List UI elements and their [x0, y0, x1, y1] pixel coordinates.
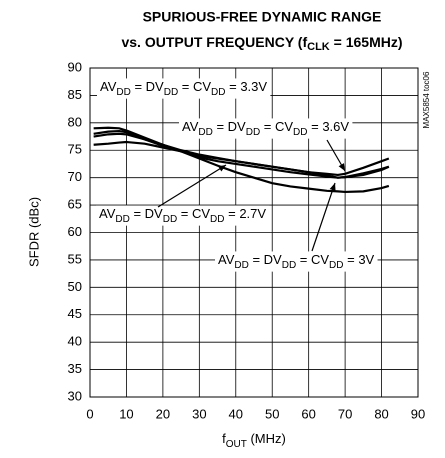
arrow-head — [218, 165, 226, 172]
annotation-sub: DD — [163, 214, 177, 225]
label-part: (MHz) — [247, 431, 286, 446]
y-tick-label: 50 — [68, 279, 82, 294]
annotation-text: AVDD = DVDD = CVDD = 3.3V — [100, 79, 267, 97]
y-tick-label: 90 — [68, 59, 82, 74]
annotation: AVDD = DVDD = CVDD = 3.6V — [179, 118, 353, 139]
annotation-bg — [179, 118, 353, 139]
x-tick-label: 60 — [301, 406, 315, 421]
annotation-sub: DD — [282, 260, 296, 271]
annotation-sub: DD — [293, 127, 307, 138]
y-tick-label: 80 — [68, 114, 82, 129]
annotation-sub: DD — [329, 260, 343, 271]
x-tick-label: 20 — [156, 406, 170, 421]
annotation-arrow — [311, 182, 336, 252]
annotation-part: = 3.6V — [308, 119, 350, 134]
y-tick-label: 35 — [68, 361, 82, 376]
annotation-sub: DD — [164, 87, 178, 98]
x-axis-label: fOUT (MHz) — [222, 431, 286, 449]
annotation: AVDD = DVDD = CVDD = 3V — [215, 251, 378, 272]
annotation-part: = 3V — [344, 252, 375, 267]
annotation-part: = DV — [249, 252, 282, 267]
x-tick-label: 30 — [192, 406, 206, 421]
x-tick-label: 80 — [374, 406, 388, 421]
title-part: vs. OUTPUT FREQUENCY (f — [121, 34, 307, 50]
series-line — [93, 140, 390, 179]
annotation-sub: DD — [116, 87, 130, 98]
annotation: AVDD = DVDD = CVDD = 3.3V — [97, 78, 271, 99]
title-part: = 165MHz) — [330, 34, 403, 50]
annotation-sub: DD — [198, 127, 212, 138]
annotation-text: AVDD = DVDD = CVDD = 2.7V — [99, 206, 266, 224]
annotation-part: = DV — [213, 119, 246, 134]
x-tick-label: 40 — [229, 406, 243, 421]
label-part: f — [222, 431, 226, 446]
y-tick-label: 45 — [68, 306, 82, 321]
annotation-sub: DD — [210, 214, 224, 225]
x-tick-label: 90 — [411, 406, 425, 421]
y-tick-label: 85 — [68, 87, 82, 102]
annotation-bg — [215, 251, 378, 272]
series-line — [93, 126, 390, 194]
label-sub: OUT — [226, 439, 247, 450]
side-note: MAX5854 toc06 — [422, 71, 431, 128]
annotation-part: AV — [99, 206, 116, 221]
annotation-sub: DD — [234, 260, 248, 271]
arrow-head — [338, 163, 345, 171]
y-tick-label: 60 — [68, 224, 82, 239]
annotation-bg — [97, 78, 271, 99]
x-tick-label: 70 — [338, 406, 352, 421]
annotation-arrow — [157, 164, 227, 208]
annotation-part: = CV — [260, 119, 293, 134]
y-axis-label: SFDR (dBc) — [26, 197, 41, 267]
annotation-bg — [96, 205, 270, 226]
annotation-part: = CV — [177, 206, 210, 221]
chart-title: SPURIOUS-FREE DYNAMIC RANGE — [143, 9, 382, 25]
x-tick-label: 0 — [86, 406, 93, 421]
title-sub: CLK — [307, 41, 330, 53]
annotation-sub: DD — [115, 214, 129, 225]
arrow-head — [329, 183, 336, 191]
plot-frame — [89, 67, 419, 398]
annotation-part: = DV — [131, 79, 164, 94]
annotation-part: = CV — [296, 252, 329, 267]
y-tick-label: 55 — [68, 251, 82, 266]
annotation-part: AV — [218, 252, 235, 267]
annotation-part: = 2.7V — [225, 206, 267, 221]
annotation-text: AVDD = DVDD = CVDD = 3V — [218, 252, 375, 270]
y-tick-label: 65 — [68, 197, 82, 212]
y-tick-label: 75 — [68, 142, 82, 157]
x-tick-label: 50 — [265, 406, 279, 421]
x-tick-label: 10 — [119, 406, 133, 421]
annotation-part: AV — [182, 119, 199, 134]
annotation-sub: DD — [246, 127, 260, 138]
annotation-part: = 3.3V — [226, 79, 268, 94]
chart-title: vs. OUTPUT FREQUENCY (fCLK = 165MHz) — [121, 34, 402, 53]
y-tick-label: 40 — [68, 334, 82, 349]
annotation-part: = DV — [130, 206, 163, 221]
y-tick-label: 70 — [68, 169, 82, 184]
y-tick-label: 30 — [68, 388, 82, 403]
annotation-text: AVDD = DVDD = CVDD = 3.6V — [182, 119, 349, 137]
annotation-sub: DD — [211, 87, 225, 98]
annotation-part: = CV — [178, 79, 211, 94]
annotation-part: AV — [100, 79, 117, 94]
annotation: AVDD = DVDD = CVDD = 2.7V — [96, 205, 270, 226]
